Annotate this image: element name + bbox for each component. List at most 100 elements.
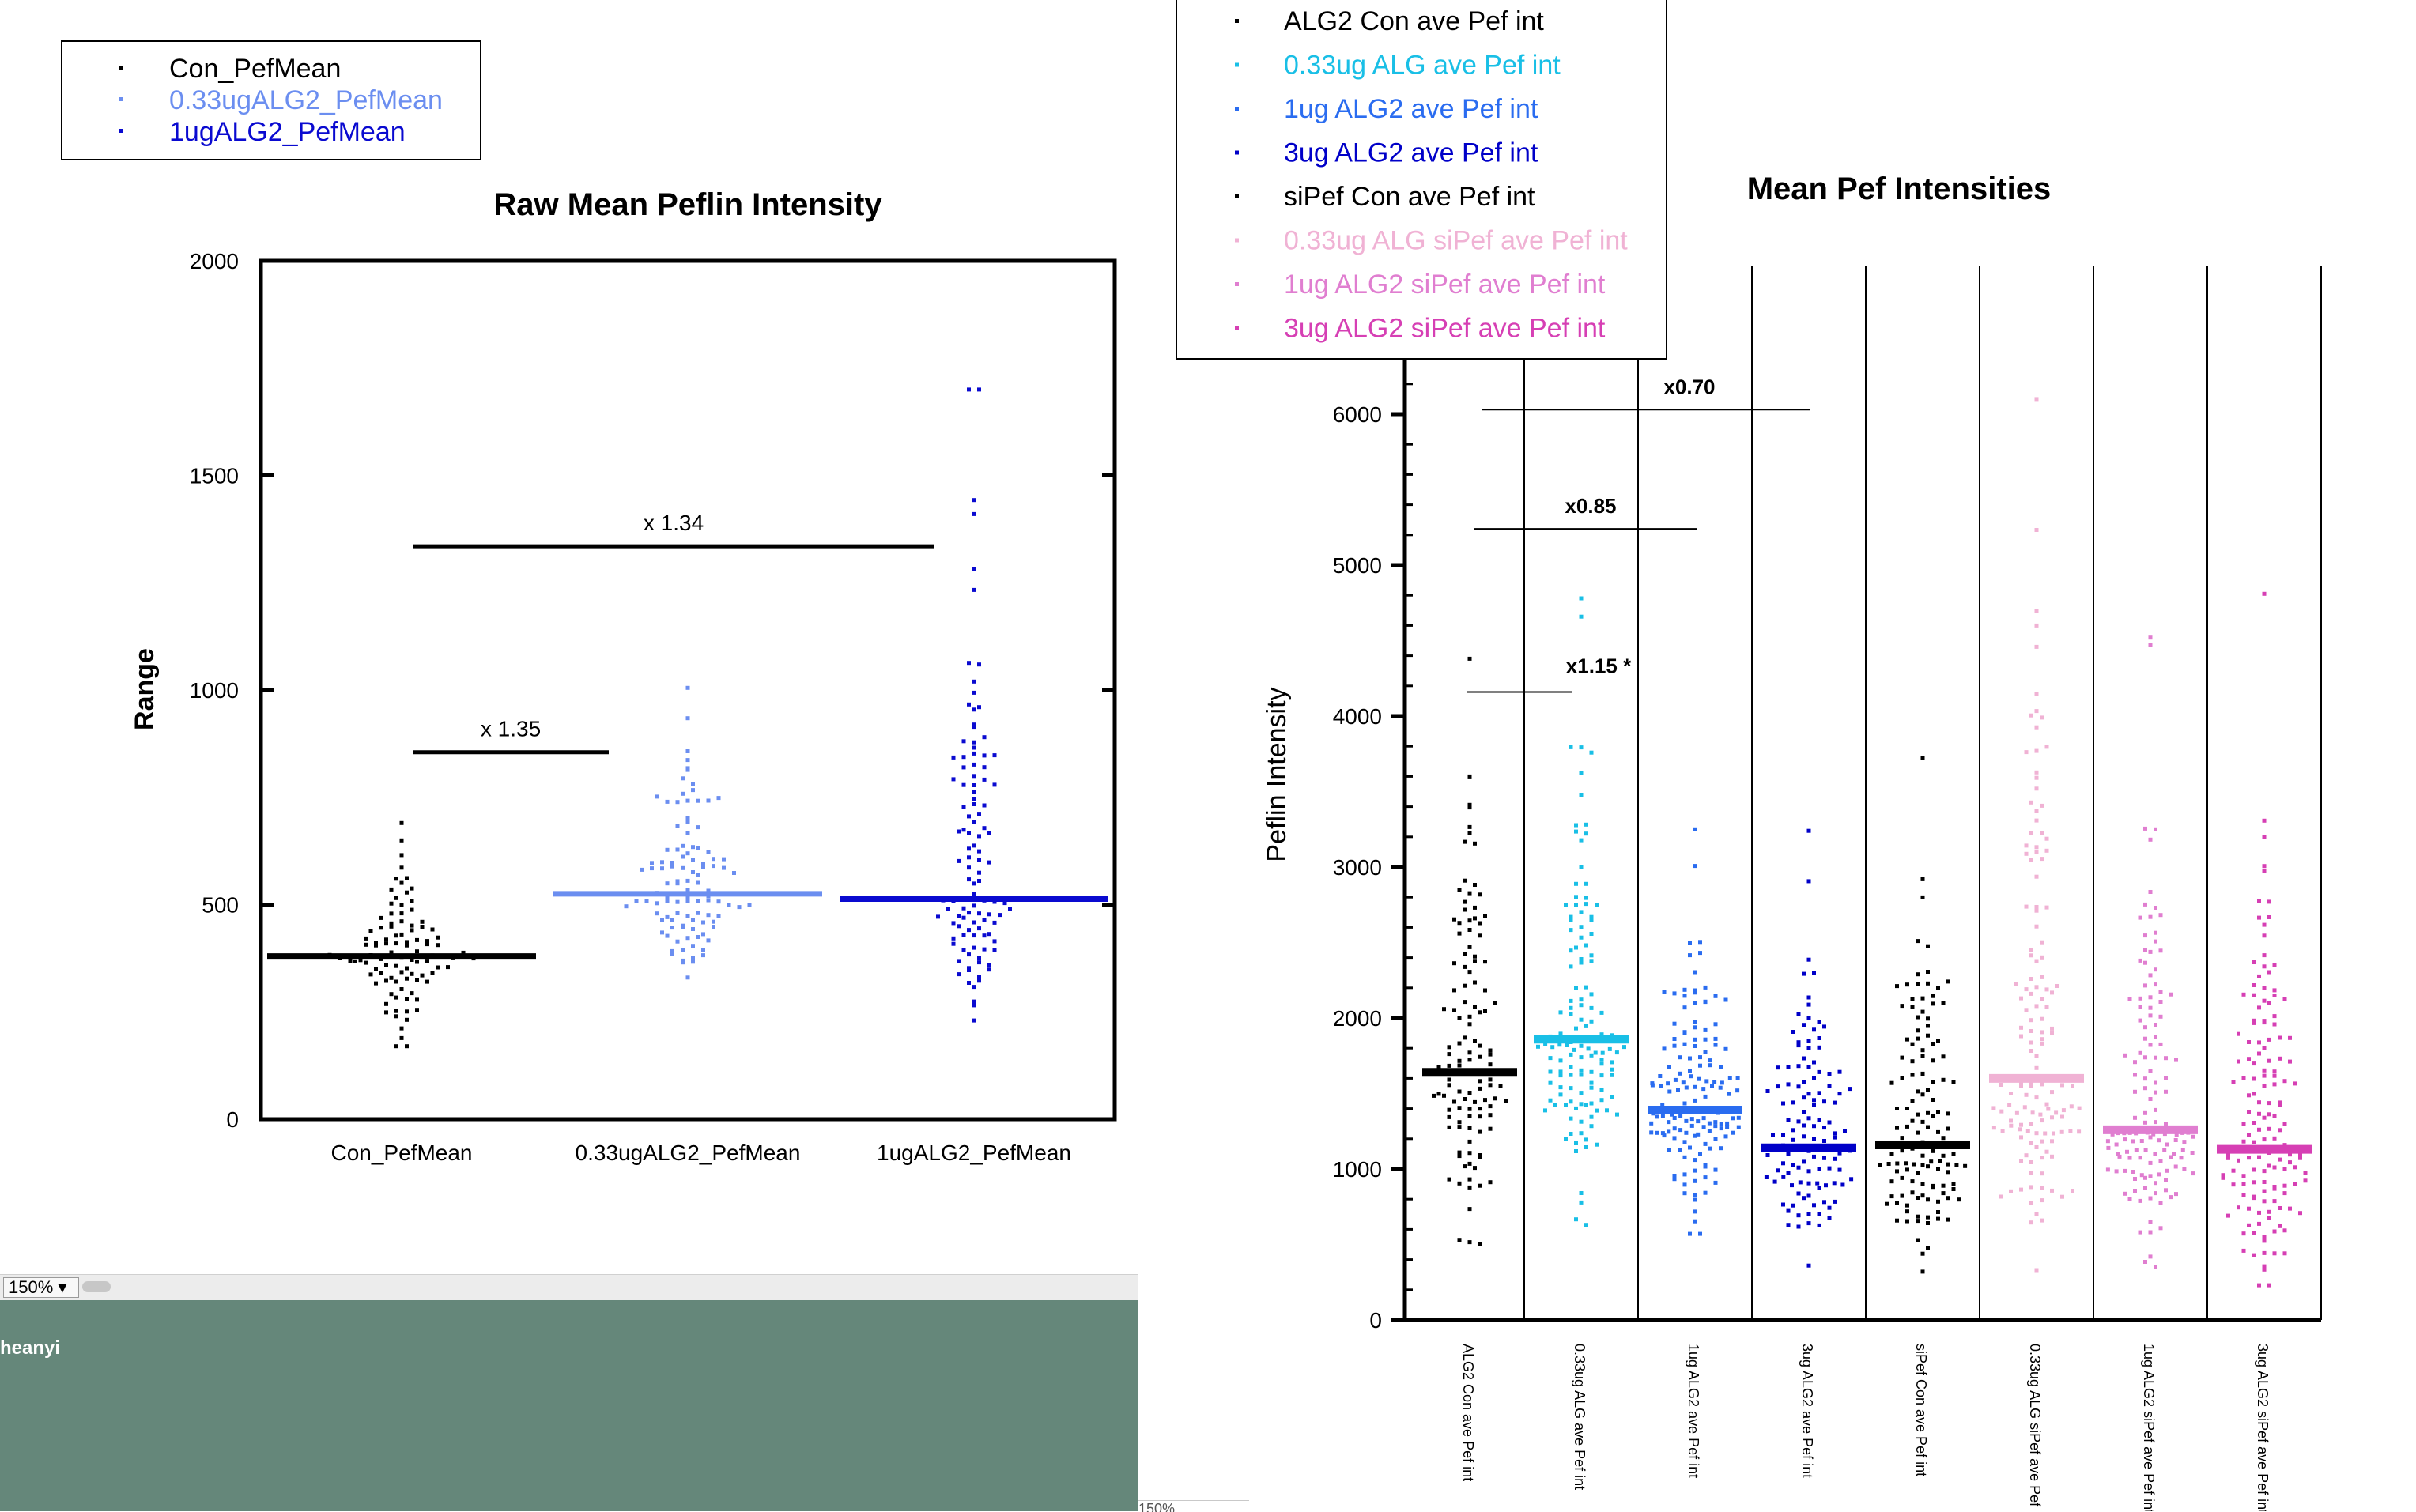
data-point-s5 [2034, 809, 2039, 813]
data-point-s4 [1920, 1119, 1925, 1124]
data-point-s5 [2060, 1194, 2064, 1199]
data-point-s1 [696, 911, 700, 915]
data-point-s7 [2293, 1165, 2297, 1170]
data-point-s3 [1817, 1045, 1821, 1050]
data-point-s7 [2272, 1022, 2277, 1027]
data-point-s5 [2029, 800, 2033, 805]
data-point-s5 [2040, 1041, 2044, 1046]
data-point-s7 [2282, 1079, 2287, 1084]
data-point-s1 [1579, 596, 1584, 601]
data-point-s1 [650, 861, 654, 865]
data-point-s0 [1473, 980, 1477, 985]
chevron-down-icon: ▾ [58, 1277, 67, 1297]
data-point-s5 [2019, 1159, 2023, 1163]
data-point-s2 [982, 803, 987, 808]
data-point-s1 [1569, 948, 1573, 953]
data-point-s7 [2257, 1210, 2261, 1215]
data-point-s0 [399, 880, 404, 885]
data-point-s3 [1776, 1168, 1780, 1173]
data-point-s1 [1584, 881, 1588, 886]
data-point-s1 [706, 850, 711, 854]
data-point-s7 [2257, 1005, 2261, 1010]
data-point-s1 [712, 864, 715, 869]
data-point-s0 [399, 1026, 404, 1031]
data-point-s0 [399, 970, 404, 975]
data-point-s0 [1457, 888, 1462, 892]
data-point-s2 [1670, 1112, 1674, 1117]
data-point-s2 [1693, 1133, 1697, 1138]
legend-marker [1235, 326, 1239, 330]
data-point-s6 [2125, 1149, 2129, 1154]
data-point-s3 [1812, 1124, 1816, 1129]
x-tick-label: 3ug ALG2 siPef ave Pef int [2255, 1344, 2271, 1511]
horizontal-scrollbar[interactable] [82, 1281, 111, 1292]
data-point-s0 [399, 932, 404, 937]
data-point-s7 [2272, 1114, 2277, 1118]
data-point-s6 [2138, 915, 2142, 920]
data-point-s1 [706, 938, 711, 943]
data-point-s0 [405, 943, 409, 948]
y-tick-label: 0 [1369, 1308, 1382, 1333]
data-point-s5 [2029, 858, 2033, 862]
data-point-s6 [2190, 1151, 2195, 1155]
data-point-s4 [1920, 1269, 1925, 1274]
data-point-s7 [2282, 1191, 2287, 1196]
zoom-select[interactable]: 150% ▾ [3, 1277, 79, 1298]
data-point-s1 [1558, 1031, 1563, 1036]
data-point-s0 [461, 950, 466, 955]
data-point-s0 [1457, 1154, 1462, 1159]
data-point-s2 [1693, 1219, 1697, 1224]
data-point-s3 [1817, 1020, 1821, 1024]
data-point-s0 [1467, 805, 1472, 810]
data-point-s6 [2182, 1140, 2187, 1144]
data-point-s0 [1478, 1242, 1482, 1246]
data-point-s6 [2173, 1138, 2178, 1142]
data-point-s2 [972, 920, 976, 925]
data-point-s0 [394, 1009, 398, 1013]
data-point-s6 [2138, 1230, 2142, 1235]
data-point-s7 [2262, 591, 2267, 596]
data-point-s7 [2282, 1122, 2287, 1126]
data-point-s7 [2282, 1143, 2287, 1148]
data-point-s4 [1946, 1126, 1950, 1131]
data-point-s6 [2154, 1055, 2157, 1060]
legend-marker [119, 66, 123, 70]
data-point-s7 [2257, 1051, 2261, 1056]
data-point-s2 [951, 777, 956, 782]
data-point-s5 [2034, 1095, 2039, 1100]
data-point-s2 [961, 828, 966, 832]
zoom-value: 150% [9, 1277, 54, 1297]
data-point-s7 [2262, 933, 2267, 938]
data-point-s6 [2143, 826, 2147, 831]
data-point-s0 [353, 959, 357, 963]
data-point-s1 [670, 952, 674, 956]
data-point-s1 [644, 899, 649, 903]
data-point-s2 [992, 753, 997, 758]
data-point-s6 [2133, 1115, 2137, 1120]
data-point-s0 [1452, 988, 1456, 993]
right-chart-window: Mean Pef Intensities 0 1000 2000 3000 4000 500… [1138, 0, 2416, 1511]
data-point-s4 [1916, 1089, 1920, 1094]
data-point-s4 [1916, 1196, 1920, 1200]
data-point-s4 [1936, 1110, 1940, 1114]
data-point-s7 [2267, 970, 2271, 975]
data-point-s2 [1698, 1063, 1702, 1068]
data-point-s0 [389, 975, 394, 980]
y-tick-label: 5000 [1333, 553, 1382, 578]
data-point-s3 [1833, 1135, 1837, 1140]
data-point-s6 [2116, 1152, 2120, 1156]
data-point-s1 [691, 956, 695, 960]
data-point-s3 [1837, 1092, 1842, 1096]
data-point-s2 [1707, 1129, 1712, 1133]
data-point-s1 [1607, 1046, 1612, 1051]
data-point-s0 [1473, 883, 1477, 887]
data-point-s1 [1574, 903, 1578, 907]
data-point-s2 [982, 826, 987, 831]
data-point-s6 [2165, 1142, 2169, 1147]
data-point-s0 [415, 937, 419, 942]
data-point-s1 [1543, 1108, 1547, 1113]
data-point-s5 [2040, 1156, 2044, 1160]
data-point-s3 [1812, 1154, 1816, 1159]
data-point-s5 [2024, 904, 2029, 909]
data-point-s4 [1957, 1197, 1961, 1202]
